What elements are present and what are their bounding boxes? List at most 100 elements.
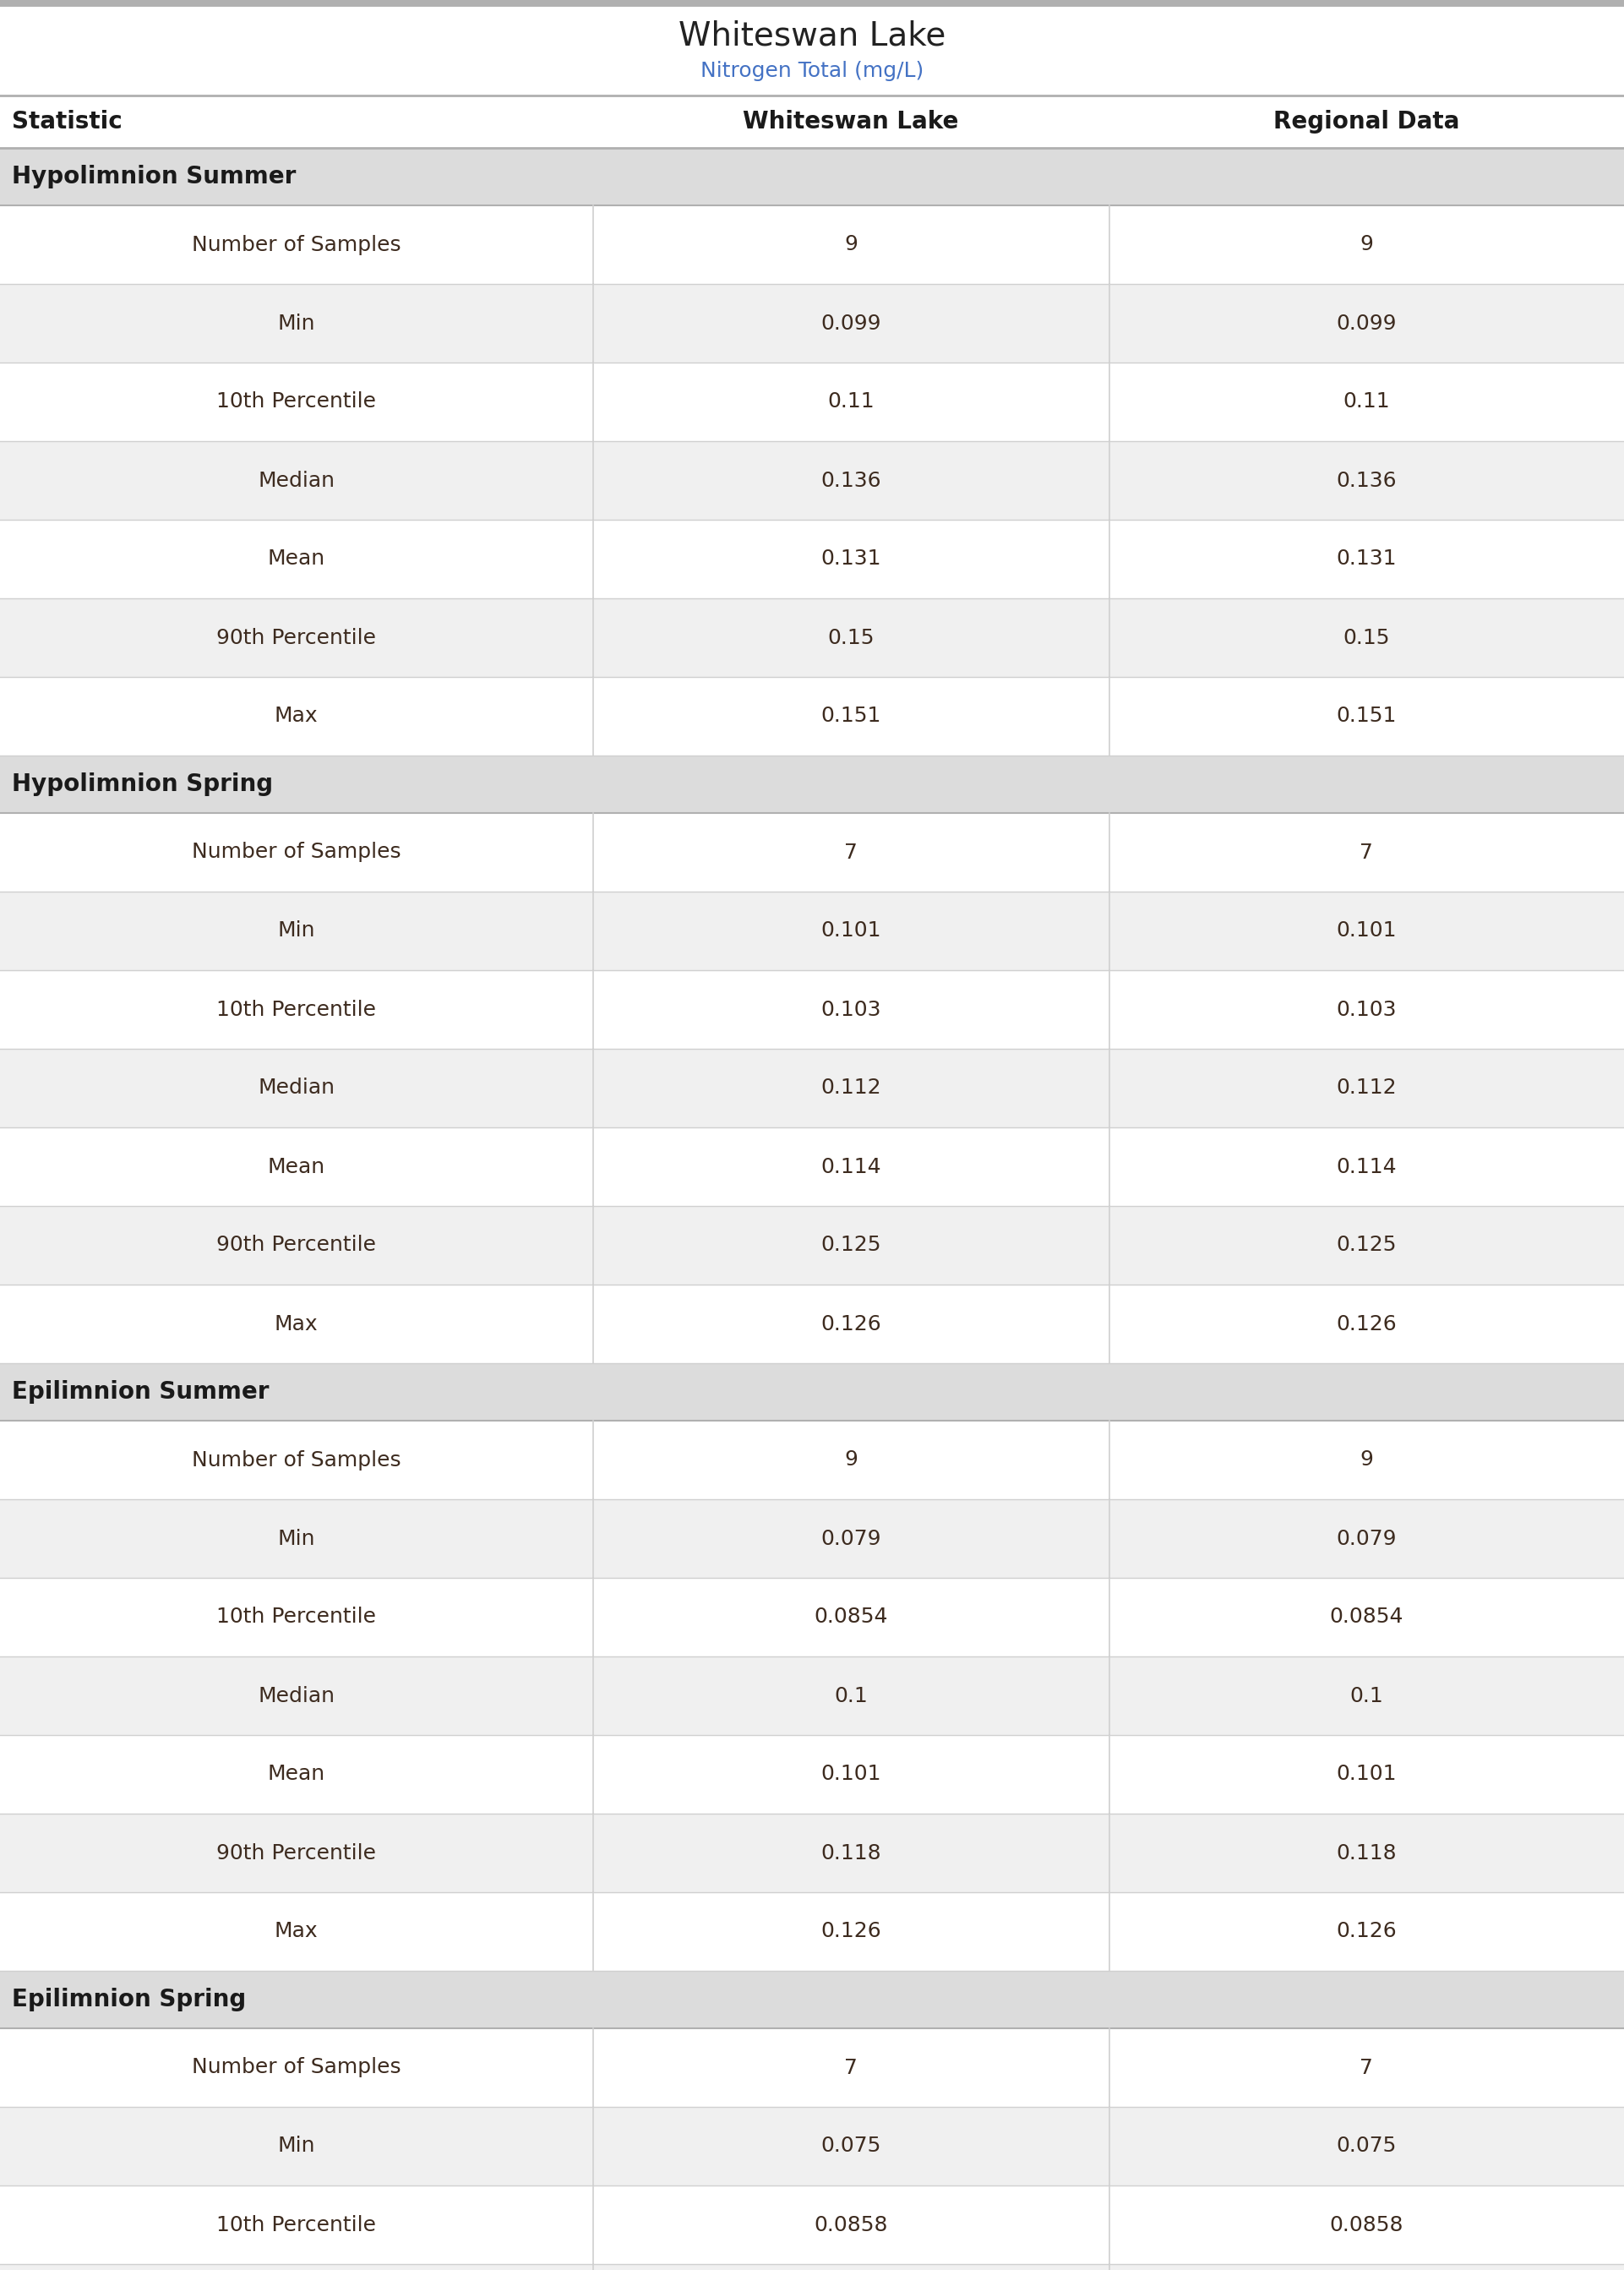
Text: 90th Percentile: 90th Percentile	[216, 627, 377, 647]
Text: 0.15: 0.15	[828, 627, 874, 647]
Bar	[0, 1049, 1624, 1128]
Text: 0.103: 0.103	[820, 999, 882, 1019]
Bar	[0, 284, 1624, 363]
Text: 0.118: 0.118	[820, 1843, 882, 1864]
Bar	[0, 2107, 1624, 2186]
Text: 10th Percentile: 10th Percentile	[216, 2216, 377, 2236]
Text: 0.101: 0.101	[1337, 922, 1397, 942]
Text: 0.136: 0.136	[820, 470, 882, 490]
Bar	[0, 813, 1624, 892]
Text: 0.118: 0.118	[1337, 1843, 1397, 1864]
Text: 0.079: 0.079	[1337, 1528, 1397, 1548]
Text: 0.114: 0.114	[820, 1155, 882, 1176]
Text: 0.15: 0.15	[1343, 627, 1390, 647]
Text: Hypolimnion Summer: Hypolimnion Summer	[11, 166, 296, 188]
Bar	[0, 204, 1624, 284]
Text: Min: Min	[278, 1528, 315, 1548]
Bar	[0, 0, 1624, 7]
Text: 0.114: 0.114	[1337, 1155, 1397, 1176]
Text: Max: Max	[274, 706, 318, 726]
Text: 0.126: 0.126	[1337, 1314, 1397, 1335]
Bar	[0, 599, 1624, 676]
Text: 0.131: 0.131	[820, 549, 882, 570]
Bar	[0, 1970, 1624, 2029]
Text: 0.125: 0.125	[1337, 1235, 1397, 1255]
Text: 0.1: 0.1	[1350, 1687, 1384, 1705]
Text: 9: 9	[844, 1451, 857, 1471]
Text: Hypolimnion Spring: Hypolimnion Spring	[11, 772, 273, 797]
Text: 7: 7	[844, 842, 857, 863]
Bar	[0, 969, 1624, 1049]
Bar	[0, 2029, 1624, 2107]
Text: Number of Samples: Number of Samples	[192, 2057, 401, 2077]
Text: Max: Max	[274, 1920, 318, 1941]
Text: 9: 9	[844, 234, 857, 254]
Text: 0.126: 0.126	[1337, 1920, 1397, 1941]
Text: 7: 7	[844, 2057, 857, 2077]
Text: 0.079: 0.079	[820, 1528, 882, 1548]
Text: Min: Min	[278, 313, 315, 334]
Text: 0.11: 0.11	[828, 393, 874, 411]
Text: 0.126: 0.126	[820, 1920, 882, 1941]
Text: 7: 7	[1359, 842, 1374, 863]
Text: Min: Min	[278, 2136, 315, 2156]
Text: 90th Percentile: 90th Percentile	[216, 1235, 377, 1255]
Text: 0.125: 0.125	[820, 1235, 882, 1255]
Text: 0.0854: 0.0854	[1330, 1607, 1403, 1628]
Bar	[0, 756, 1624, 813]
Text: 0.103: 0.103	[1337, 999, 1397, 1019]
Text: 10th Percentile: 10th Percentile	[216, 999, 377, 1019]
Text: Mean: Mean	[268, 549, 325, 570]
Bar	[0, 1285, 1624, 1364]
Bar	[0, 148, 1624, 204]
Text: Mean: Mean	[268, 1764, 325, 1784]
Bar	[0, 1657, 1624, 1734]
Text: Number of Samples: Number of Samples	[192, 234, 401, 254]
Text: 10th Percentile: 10th Percentile	[216, 1607, 377, 1628]
Text: Nitrogen Total (mg/L): Nitrogen Total (mg/L)	[700, 61, 924, 82]
Text: Median: Median	[258, 1078, 335, 1099]
Text: 0.0858: 0.0858	[814, 2216, 888, 2236]
Bar	[0, 1814, 1624, 1893]
Text: Whiteswan Lake: Whiteswan Lake	[679, 20, 945, 52]
Text: 0.11: 0.11	[1343, 393, 1390, 411]
Bar	[0, 95, 1624, 148]
Bar	[0, 892, 1624, 969]
Text: 0.151: 0.151	[820, 706, 882, 726]
Text: 0.0854: 0.0854	[814, 1607, 888, 1628]
Text: 0.075: 0.075	[1337, 2136, 1397, 2156]
Text: 0.112: 0.112	[1337, 1078, 1397, 1099]
Text: 10th Percentile: 10th Percentile	[216, 393, 377, 411]
Text: 90th Percentile: 90th Percentile	[216, 1843, 377, 1864]
Text: Whiteswan Lake: Whiteswan Lake	[744, 109, 958, 134]
Text: 9: 9	[1359, 1451, 1374, 1471]
Bar	[0, 7, 1624, 95]
Text: Median: Median	[258, 1687, 335, 1705]
Text: 0.099: 0.099	[820, 313, 882, 334]
Text: 0.101: 0.101	[820, 1764, 882, 1784]
Text: Mean: Mean	[268, 1155, 325, 1176]
Text: 0.0858: 0.0858	[1330, 2216, 1403, 2236]
Text: Number of Samples: Number of Samples	[192, 1451, 401, 1471]
Text: 0.136: 0.136	[1337, 470, 1397, 490]
Bar	[0, 1128, 1624, 1205]
Bar	[0, 1364, 1624, 1421]
Bar	[0, 2263, 1624, 2270]
Text: 0.112: 0.112	[820, 1078, 882, 1099]
Bar	[0, 1421, 1624, 1498]
Text: Max: Max	[274, 1314, 318, 1335]
Text: Epilimnion Summer: Epilimnion Summer	[11, 1380, 270, 1403]
Text: Statistic: Statistic	[11, 109, 122, 134]
Text: Regional Data: Regional Data	[1273, 109, 1460, 134]
Text: 0.101: 0.101	[820, 922, 882, 942]
Bar	[0, 520, 1624, 599]
Text: Median: Median	[258, 470, 335, 490]
Bar	[0, 1734, 1624, 1814]
Text: 0.126: 0.126	[820, 1314, 882, 1335]
Bar	[0, 440, 1624, 520]
Text: 0.1: 0.1	[835, 1687, 867, 1705]
Text: 0.101: 0.101	[1337, 1764, 1397, 1784]
Text: 7: 7	[1359, 2057, 1374, 2077]
Bar	[0, 1205, 1624, 1285]
Text: 0.151: 0.151	[1337, 706, 1397, 726]
